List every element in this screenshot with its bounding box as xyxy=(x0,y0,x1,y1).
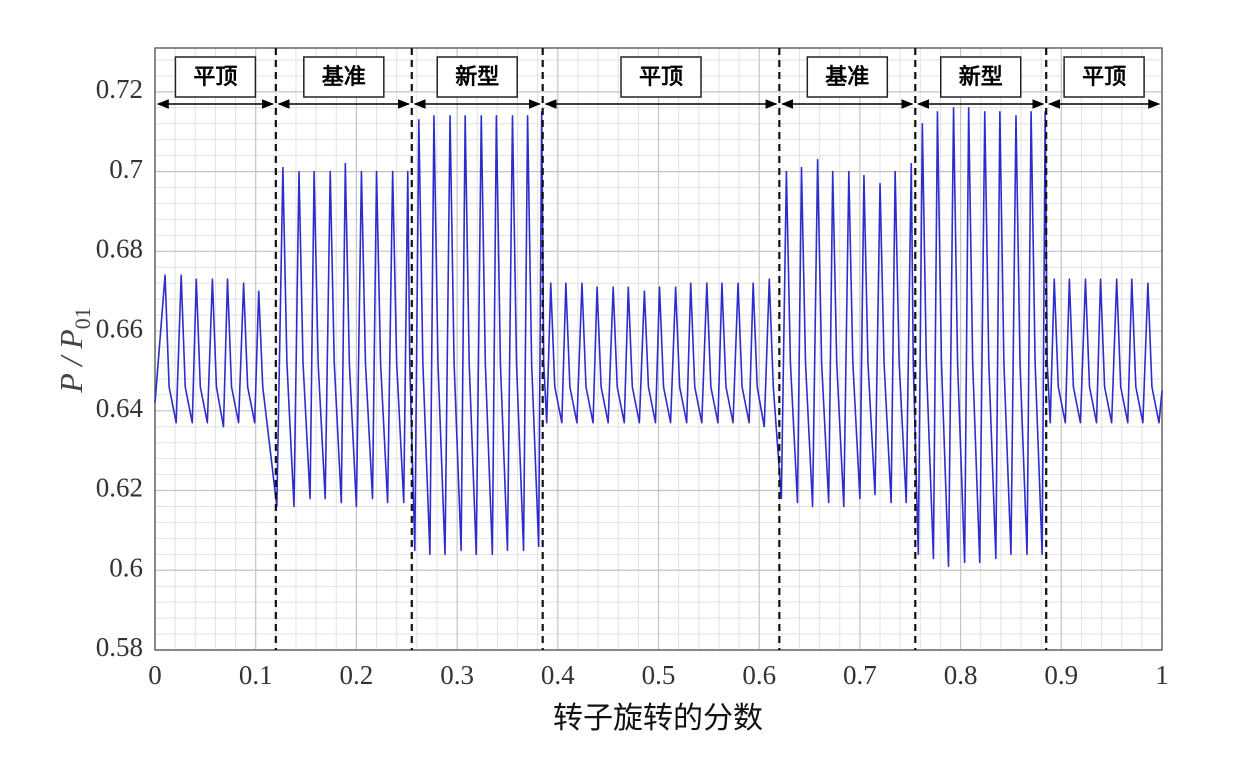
y-tick-label: 0.64 xyxy=(96,393,144,423)
y-tick-label: 0.7 xyxy=(109,154,143,184)
x-axis-label: 转子旋转的分数 xyxy=(553,701,763,736)
x-tick-label: 0.5 xyxy=(642,660,676,690)
x-tick-label: 0.4 xyxy=(541,660,575,690)
y-axis-label-main: P / P xyxy=(53,329,89,393)
x-tick-label: 0.8 xyxy=(944,660,978,690)
y-axis-label: P / P01 xyxy=(53,307,95,393)
y-tick-label: 0.68 xyxy=(96,234,143,264)
region-label: 平顶 xyxy=(1082,65,1126,90)
region-box xyxy=(806,56,889,98)
region-box xyxy=(1063,56,1145,98)
y-tick-label: 0.72 xyxy=(96,74,143,104)
x-tick-label: 0 xyxy=(148,660,162,690)
data-line xyxy=(154,107,1163,568)
y-tick-label: 0.62 xyxy=(96,473,143,503)
region-box xyxy=(436,56,518,98)
region-box xyxy=(174,56,257,98)
region-label: 基准 xyxy=(322,65,366,90)
x-tick-label: 0.1 xyxy=(239,660,273,690)
y-tick-label: 0.6 xyxy=(109,552,143,582)
x-tick-label: 0.6 xyxy=(742,660,776,690)
y-tick-label: 0.58 xyxy=(96,632,143,662)
region-box xyxy=(620,56,702,98)
region-box xyxy=(939,56,1022,98)
region-label: 平顶 xyxy=(193,65,237,90)
x-tick-label: 1 xyxy=(1155,660,1169,690)
grid xyxy=(154,47,1163,651)
y-axis-label-subscript: 01 xyxy=(70,307,95,329)
plot-frame xyxy=(154,47,1163,651)
x-tick-label: 0.9 xyxy=(1044,660,1078,690)
region-label: 平顶 xyxy=(639,65,683,90)
region-label: 新型 xyxy=(959,64,1003,90)
plot: 平顶 基准 新型 平顶 基准 新型 平顶 xyxy=(154,48,1163,650)
region-label: 基准 xyxy=(825,65,869,90)
x-tick-label: 0.7 xyxy=(843,660,877,690)
y-tick-label: 0.66 xyxy=(96,313,143,343)
x-tick-label: 0.3 xyxy=(440,660,474,690)
region-box xyxy=(303,56,385,98)
x-tick-label: 0.2 xyxy=(340,660,374,690)
region-label: 新型 xyxy=(455,64,499,90)
